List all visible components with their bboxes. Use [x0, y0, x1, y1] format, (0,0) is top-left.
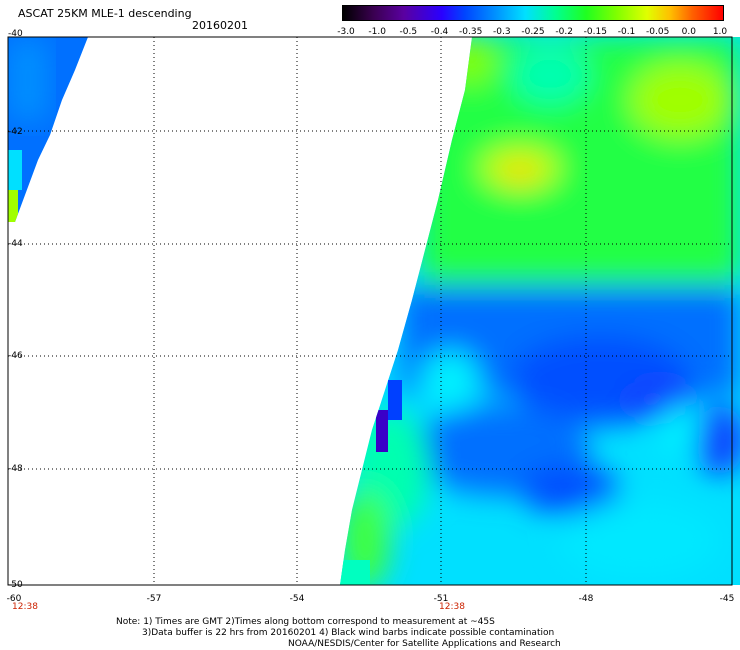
colorbar-tick-label: -0.5: [399, 27, 418, 37]
footnote-line: 3)Data buffer is 22 hrs from 20160201 4)…: [142, 628, 555, 638]
y-tick-label: -48: [8, 464, 23, 474]
y-tick-label: -42: [8, 127, 23, 137]
y-tick-label: -46: [8, 351, 23, 361]
colorbar-tick-label: -0.2: [555, 27, 573, 37]
colorbar: [342, 5, 724, 21]
time-label: 12:38: [12, 602, 38, 612]
x-tick-label: -57: [146, 594, 162, 604]
colorbar-tick-label: -0.05: [646, 27, 670, 37]
footnote: Note: 1) Times are GMT 2)Times along bot…: [116, 617, 561, 650]
x-tick-label: -51: [433, 594, 449, 604]
y-tick-label: -40: [8, 29, 23, 39]
x-tick-label: -54: [289, 594, 305, 604]
footnote-line: Note: 1) Times are GMT 2)Times along bot…: [116, 617, 495, 627]
colorbar-tick-label: -0.25: [521, 27, 545, 37]
map-title: ASCAT 25KM MLE-1 descending: [18, 7, 192, 20]
x-tick-label: -48: [578, 594, 594, 604]
colorbar-tick-label: -0.15: [583, 27, 607, 37]
time-label: 12:38: [439, 602, 465, 612]
colorbar-tick-label: -0.1: [617, 27, 636, 37]
footnote-line: NOAA/NESDIS/Center for Satellite Applica…: [288, 639, 561, 649]
y-tick-label: -44: [8, 239, 23, 249]
colorbar-tick-label: -0.4: [430, 27, 449, 37]
x-tick-label: -45: [719, 594, 735, 604]
y-tick-label: -50: [8, 580, 23, 590]
right-swath: [340, 37, 740, 585]
map-date: 20160201: [192, 19, 248, 32]
colorbar-tick-label: 1.0: [712, 27, 728, 37]
grid-lines: [8, 36, 732, 585]
colorbar-tick-label: -0.3: [493, 27, 511, 37]
colorbar-tick-label: -0.35: [459, 27, 483, 37]
colorbar-tick-label: -3.0: [337, 27, 355, 37]
colorbar-tick-label: 0.0: [681, 27, 696, 37]
x-tick-label: -60: [6, 594, 22, 604]
map-frame: [7, 36, 733, 586]
colorbar-tick-label: -1.0: [368, 27, 386, 37]
